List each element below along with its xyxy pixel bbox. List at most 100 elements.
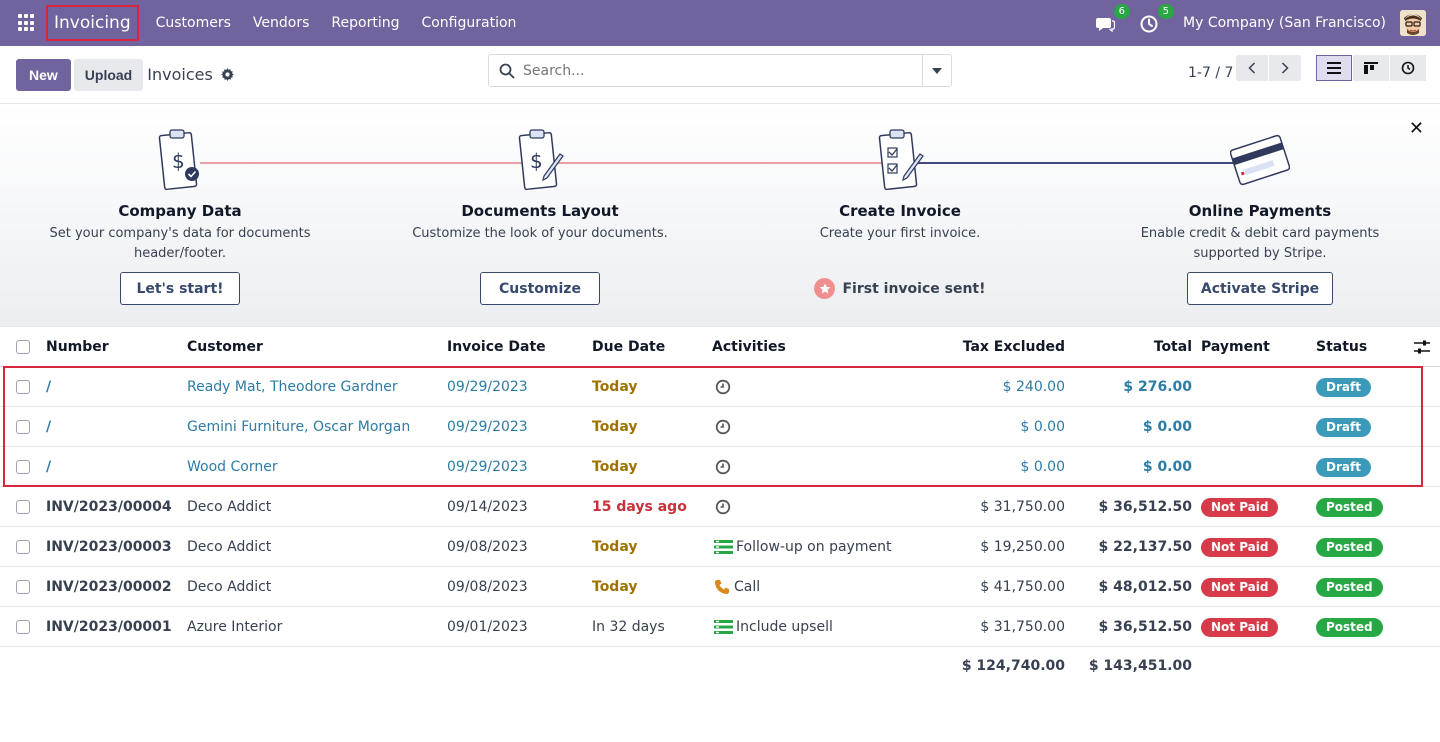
step-done-indicator: First invoice sent! (750, 278, 1050, 299)
app-brand[interactable]: Invoicing (46, 5, 139, 41)
activities-button[interactable]: 5 (1139, 4, 1175, 34)
top-navbar: Invoicing Customers Vendors Reporting Co… (0, 0, 1440, 46)
menu-reporting[interactable]: Reporting (331, 15, 400, 31)
table-row[interactable]: INV/2023/00001 Azure Interior 09/01/2023… (0, 607, 1440, 647)
row-checkbox[interactable] (16, 540, 30, 554)
payment-badge: Not Paid (1201, 537, 1279, 557)
total: $ 22,137.50 (1098, 539, 1192, 555)
due-date: Today (592, 379, 638, 395)
activities-count-badge: 5 (1157, 4, 1175, 19)
step-title: Create Invoice (839, 202, 961, 220)
row-checkbox[interactable] (16, 500, 30, 514)
invoice-number: INV/2023/00001 (46, 619, 172, 635)
column-customer[interactable]: Customer (187, 339, 263, 355)
activity-button[interactable]: Follow-up on payment (714, 527, 891, 567)
column-payment[interactable]: Payment (1201, 339, 1270, 355)
messages-count-badge: 6 (1113, 4, 1131, 19)
menu-customers[interactable]: Customers (155, 15, 231, 31)
column-number[interactable]: Number (46, 339, 109, 355)
activity-label: Call (734, 579, 761, 595)
row-checkbox[interactable] (16, 460, 30, 474)
pager-value[interactable]: 1-7 / 7 (1188, 65, 1234, 81)
table-row[interactable]: INV/2023/00003 Deco Addict 09/08/2023 To… (0, 527, 1440, 567)
onboarding-step-create-invoice: Create Invoice Create your first invoice… (750, 128, 1050, 299)
clipboard-dollar-icon: $ (158, 129, 199, 191)
new-button[interactable]: New (16, 58, 71, 91)
invoice-customer: Gemini Furniture, Oscar Morgan (187, 419, 411, 435)
total: $ 0.00 (1142, 419, 1192, 435)
company-switcher[interactable]: My Company (San Francisco) (1183, 15, 1386, 31)
close-icon[interactable]: ✕ (1408, 118, 1424, 139)
clock-icon (715, 459, 731, 475)
invoice-customer: Ready Mat, Theodore Gardner (187, 379, 398, 395)
optional-columns-toggle[interactable] (1414, 327, 1430, 367)
table-row[interactable]: / Gemini Furniture, Oscar Morgan 09/29/2… (0, 407, 1440, 447)
payment-badge: Not Paid (1201, 497, 1279, 517)
column-invoice-date[interactable]: Invoice Date (447, 339, 546, 355)
lets-start-button[interactable]: Let's start! (120, 272, 240, 305)
total: $ 48,012.50 (1098, 579, 1192, 595)
invoice-date: 09/14/2023 (447, 499, 528, 515)
activity-button[interactable]: Include upsell (714, 607, 833, 647)
invoice-date: 09/08/2023 (447, 579, 528, 595)
activity-clock-button[interactable] (715, 447, 731, 487)
onboarding-step-online-payments: Online Payments Enable credit & debit ca… (1110, 128, 1410, 305)
row-checkbox[interactable] (16, 580, 30, 594)
total: $ 36,512.50 (1098, 499, 1192, 515)
tax-excluded: $ 240.00 (1002, 379, 1065, 395)
select-all-checkbox[interactable] (16, 340, 30, 354)
apps-menu-icon[interactable] (18, 14, 36, 32)
activate-stripe-button[interactable]: Activate Stripe (1187, 272, 1333, 305)
activity-view-button[interactable] (1390, 55, 1426, 81)
search-options-toggle[interactable] (922, 55, 951, 86)
onboarding-step-company-data: $ Company Data Set your company's data f… (30, 128, 330, 305)
view-switcher (1316, 55, 1427, 81)
status-badge: Posted (1316, 537, 1383, 557)
menu-vendors[interactable]: Vendors (252, 15, 310, 31)
invoice-date: 09/01/2023 (447, 619, 528, 635)
pager-buttons (1236, 55, 1301, 81)
upload-button[interactable]: Upload (73, 58, 144, 91)
pager-next-button[interactable] (1269, 55, 1301, 81)
list-view-button[interactable] (1316, 55, 1352, 81)
customize-button[interactable]: Customize (480, 272, 600, 305)
total: $ 276.00 (1123, 379, 1192, 395)
chevron-left-icon (1248, 62, 1256, 74)
invoice-list: Number Customer Invoice Date Due Date Ac… (0, 327, 1440, 685)
onboarding-panel: ✕ $ Company Data Set your company's data… (0, 104, 1440, 327)
invoice-number: INV/2023/00004 (46, 499, 172, 515)
column-activities[interactable]: Activities (712, 339, 786, 355)
row-checkbox[interactable] (16, 380, 30, 394)
table-row[interactable]: INV/2023/00002 Deco Addict 09/08/2023 To… (0, 567, 1440, 607)
invoice-number: / (46, 419, 52, 435)
status-badge: Draft (1316, 457, 1371, 477)
kanban-view-button[interactable] (1353, 55, 1389, 81)
table-header: Number Customer Invoice Date Due Date Ac… (0, 327, 1440, 367)
gear-icon[interactable] (220, 68, 234, 81)
table-row[interactable]: INV/2023/00004 Deco Addict 09/14/2023 15… (0, 487, 1440, 527)
table-totals-row: $ 124,740.00 $ 143,451.00 (0, 647, 1440, 685)
task-list-icon (714, 620, 733, 634)
search-input[interactable] (523, 62, 913, 79)
step-title: Online Payments (1188, 202, 1332, 220)
messages-button[interactable]: 6 (1095, 4, 1131, 34)
activity-button[interactable]: Call (714, 567, 760, 607)
column-tax-excluded[interactable]: Tax Excluded (962, 339, 1065, 355)
activity-clock-button[interactable] (715, 367, 731, 407)
column-status[interactable]: Status (1316, 339, 1368, 355)
row-checkbox[interactable] (16, 420, 30, 434)
pager-previous-button[interactable] (1236, 55, 1268, 81)
activity-clock-button[interactable] (715, 487, 731, 527)
column-total[interactable]: Total (1153, 339, 1192, 355)
menu-configuration[interactable]: Configuration (421, 15, 517, 31)
row-checkbox[interactable] (16, 620, 30, 634)
due-date: In 32 days (592, 619, 665, 635)
user-avatar[interactable] (1400, 10, 1426, 36)
tax-excluded: $ 31,750.00 (980, 619, 1065, 635)
table-row[interactable]: / Wood Corner 09/29/2023 Today $ 0.00 $ … (0, 447, 1440, 487)
table-row[interactable]: / Ready Mat, Theodore Gardner 09/29/2023… (0, 367, 1440, 407)
column-due-date[interactable]: Due Date (592, 339, 666, 355)
activity-clock-button[interactable] (715, 407, 731, 447)
svg-text:$: $ (172, 149, 185, 173)
payment-badge: Not Paid (1201, 577, 1279, 597)
